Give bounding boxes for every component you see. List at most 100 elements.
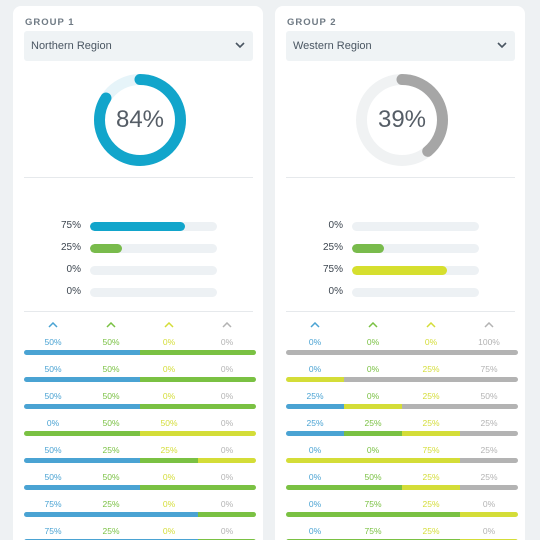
breakdown-segment: [24, 458, 140, 463]
breakdown-cell: 0%: [220, 391, 234, 401]
breakdown-cell: 0%: [366, 364, 380, 374]
hbar-fill: [90, 244, 122, 253]
chevron-up-icon: [426, 322, 436, 328]
hbar-track: [90, 222, 217, 231]
breakdown-cell: 0%: [162, 499, 176, 509]
hbar-row: 75%: [286, 263, 515, 277]
hbar-row: 25%: [24, 241, 253, 255]
breakdown-cell: 0%: [162, 337, 176, 347]
breakdown-cell: 0%: [482, 499, 496, 509]
breakdown-segment: [460, 485, 518, 490]
breakdown-cell: 0%: [162, 364, 176, 374]
breakdown-segment: [402, 485, 460, 490]
region-select[interactable]: Western Region: [286, 31, 515, 61]
breakdown-cell: 0%: [220, 499, 234, 509]
hbar-fill: [90, 222, 186, 231]
breakdown-segment: [460, 458, 518, 463]
breakdown-cell: 0%: [220, 337, 234, 347]
breakdown-cell: 75%: [44, 526, 62, 536]
breakdown-cell: 50%: [44, 445, 62, 455]
hbar-track: [90, 244, 217, 253]
hbar-fill: [352, 266, 448, 275]
breakdown-stacked-bar: [24, 404, 256, 409]
hbar-label: 0%: [66, 286, 81, 297]
donut-percentage: 84%: [115, 106, 165, 133]
breakdown-cell: 50%: [44, 472, 62, 482]
breakdown-stacked-bar: [286, 377, 518, 382]
breakdown-cell: 50%: [160, 418, 178, 428]
breakdown-cell: 0%: [220, 445, 234, 455]
breakdown-segment: [402, 431, 460, 436]
breakdown-segment: [286, 404, 344, 409]
breakdown-segment: [140, 485, 256, 490]
hbar-track: [352, 244, 479, 253]
breakdown-stacked-bar: [286, 431, 518, 436]
breakdown-cell: 25%: [480, 418, 498, 428]
breakdown-stacked-bar: [24, 377, 256, 382]
breakdown-cell: 50%: [102, 364, 120, 374]
donut-progress: [94, 74, 186, 166]
breakdown-cell: 0%: [366, 445, 380, 455]
breakdown-cell: 25%: [422, 364, 440, 374]
breakdown-stacked-bar: [286, 404, 518, 409]
breakdown-cell: 50%: [102, 418, 120, 428]
breakdown-segment: [286, 377, 344, 382]
group-card-2: GROUP 2 Western Region 39% 0% 25% 75% 0%…: [275, 6, 525, 540]
breakdown-cell: 25%: [422, 418, 440, 428]
group-card-1: GROUP 1 Northern Region 84% 75% 25% 0% 0…: [13, 6, 263, 540]
breakdown-cell: 100%: [478, 337, 500, 347]
breakdown-cell: 0%: [220, 526, 234, 536]
chevron-up-icon: [310, 322, 320, 328]
breakdown-cell: 75%: [44, 499, 62, 509]
breakdown-cell: 25%: [422, 391, 440, 401]
breakdown-cell: 50%: [480, 391, 498, 401]
breakdown-segment: [286, 512, 460, 517]
breakdown-segment: [198, 458, 256, 463]
breakdown-segment: [344, 431, 402, 436]
hbar-row: 25%: [286, 241, 515, 255]
chevron-up-icon: [222, 322, 232, 328]
breakdown-cell: 50%: [364, 472, 382, 482]
hbar-label: 25%: [322, 242, 343, 253]
breakdown-segment: [460, 431, 518, 436]
donut-progress: [356, 74, 448, 166]
chevron-down-icon: [497, 42, 507, 49]
breakdown-cell: 0%: [220, 472, 234, 482]
breakdown-cell: 25%: [422, 526, 440, 536]
breakdown-segment: [344, 404, 402, 409]
hbar-row: 0%: [24, 285, 253, 299]
donut-chart: [94, 74, 186, 166]
breakdown-segment: [286, 431, 344, 436]
hbar-row: 0%: [286, 219, 515, 233]
breakdown-cell: 50%: [44, 337, 62, 347]
chevron-down-icon: [235, 42, 245, 49]
breakdown-stacked-bar: [24, 485, 256, 490]
hbar-label: 75%: [322, 264, 343, 275]
region-select[interactable]: Northern Region: [24, 31, 253, 61]
breakdown-cell: 75%: [480, 364, 498, 374]
breakdown-segment: [140, 458, 198, 463]
breakdown-segment: [286, 350, 518, 355]
breakdown-stacked-bar: [24, 512, 256, 517]
group-label: GROUP 2: [287, 17, 337, 28]
breakdown-cell: 0%: [220, 418, 234, 428]
breakdown-cell: 25%: [102, 499, 120, 509]
hbar-label: 25%: [60, 242, 81, 253]
breakdown-stacked-bar: [286, 458, 518, 463]
breakdown-cell: 50%: [102, 337, 120, 347]
breakdown-cell: 25%: [306, 391, 324, 401]
breakdown-segment: [344, 377, 518, 382]
breakdown-cell: 0%: [366, 391, 380, 401]
chevron-up-icon: [48, 322, 58, 328]
hbar-fill: [352, 244, 384, 253]
breakdown-segment: [24, 377, 140, 382]
breakdown-stacked-bar: [24, 458, 256, 463]
breakdown-cell: 50%: [102, 472, 120, 482]
breakdown-cell: 25%: [364, 418, 382, 428]
breakdown-stacked-bar: [286, 485, 518, 490]
hbar-label: 0%: [66, 264, 81, 275]
breakdown-cell: 25%: [306, 418, 324, 428]
breakdown-segment: [140, 404, 256, 409]
divider: [24, 177, 253, 178]
divider: [24, 311, 253, 312]
